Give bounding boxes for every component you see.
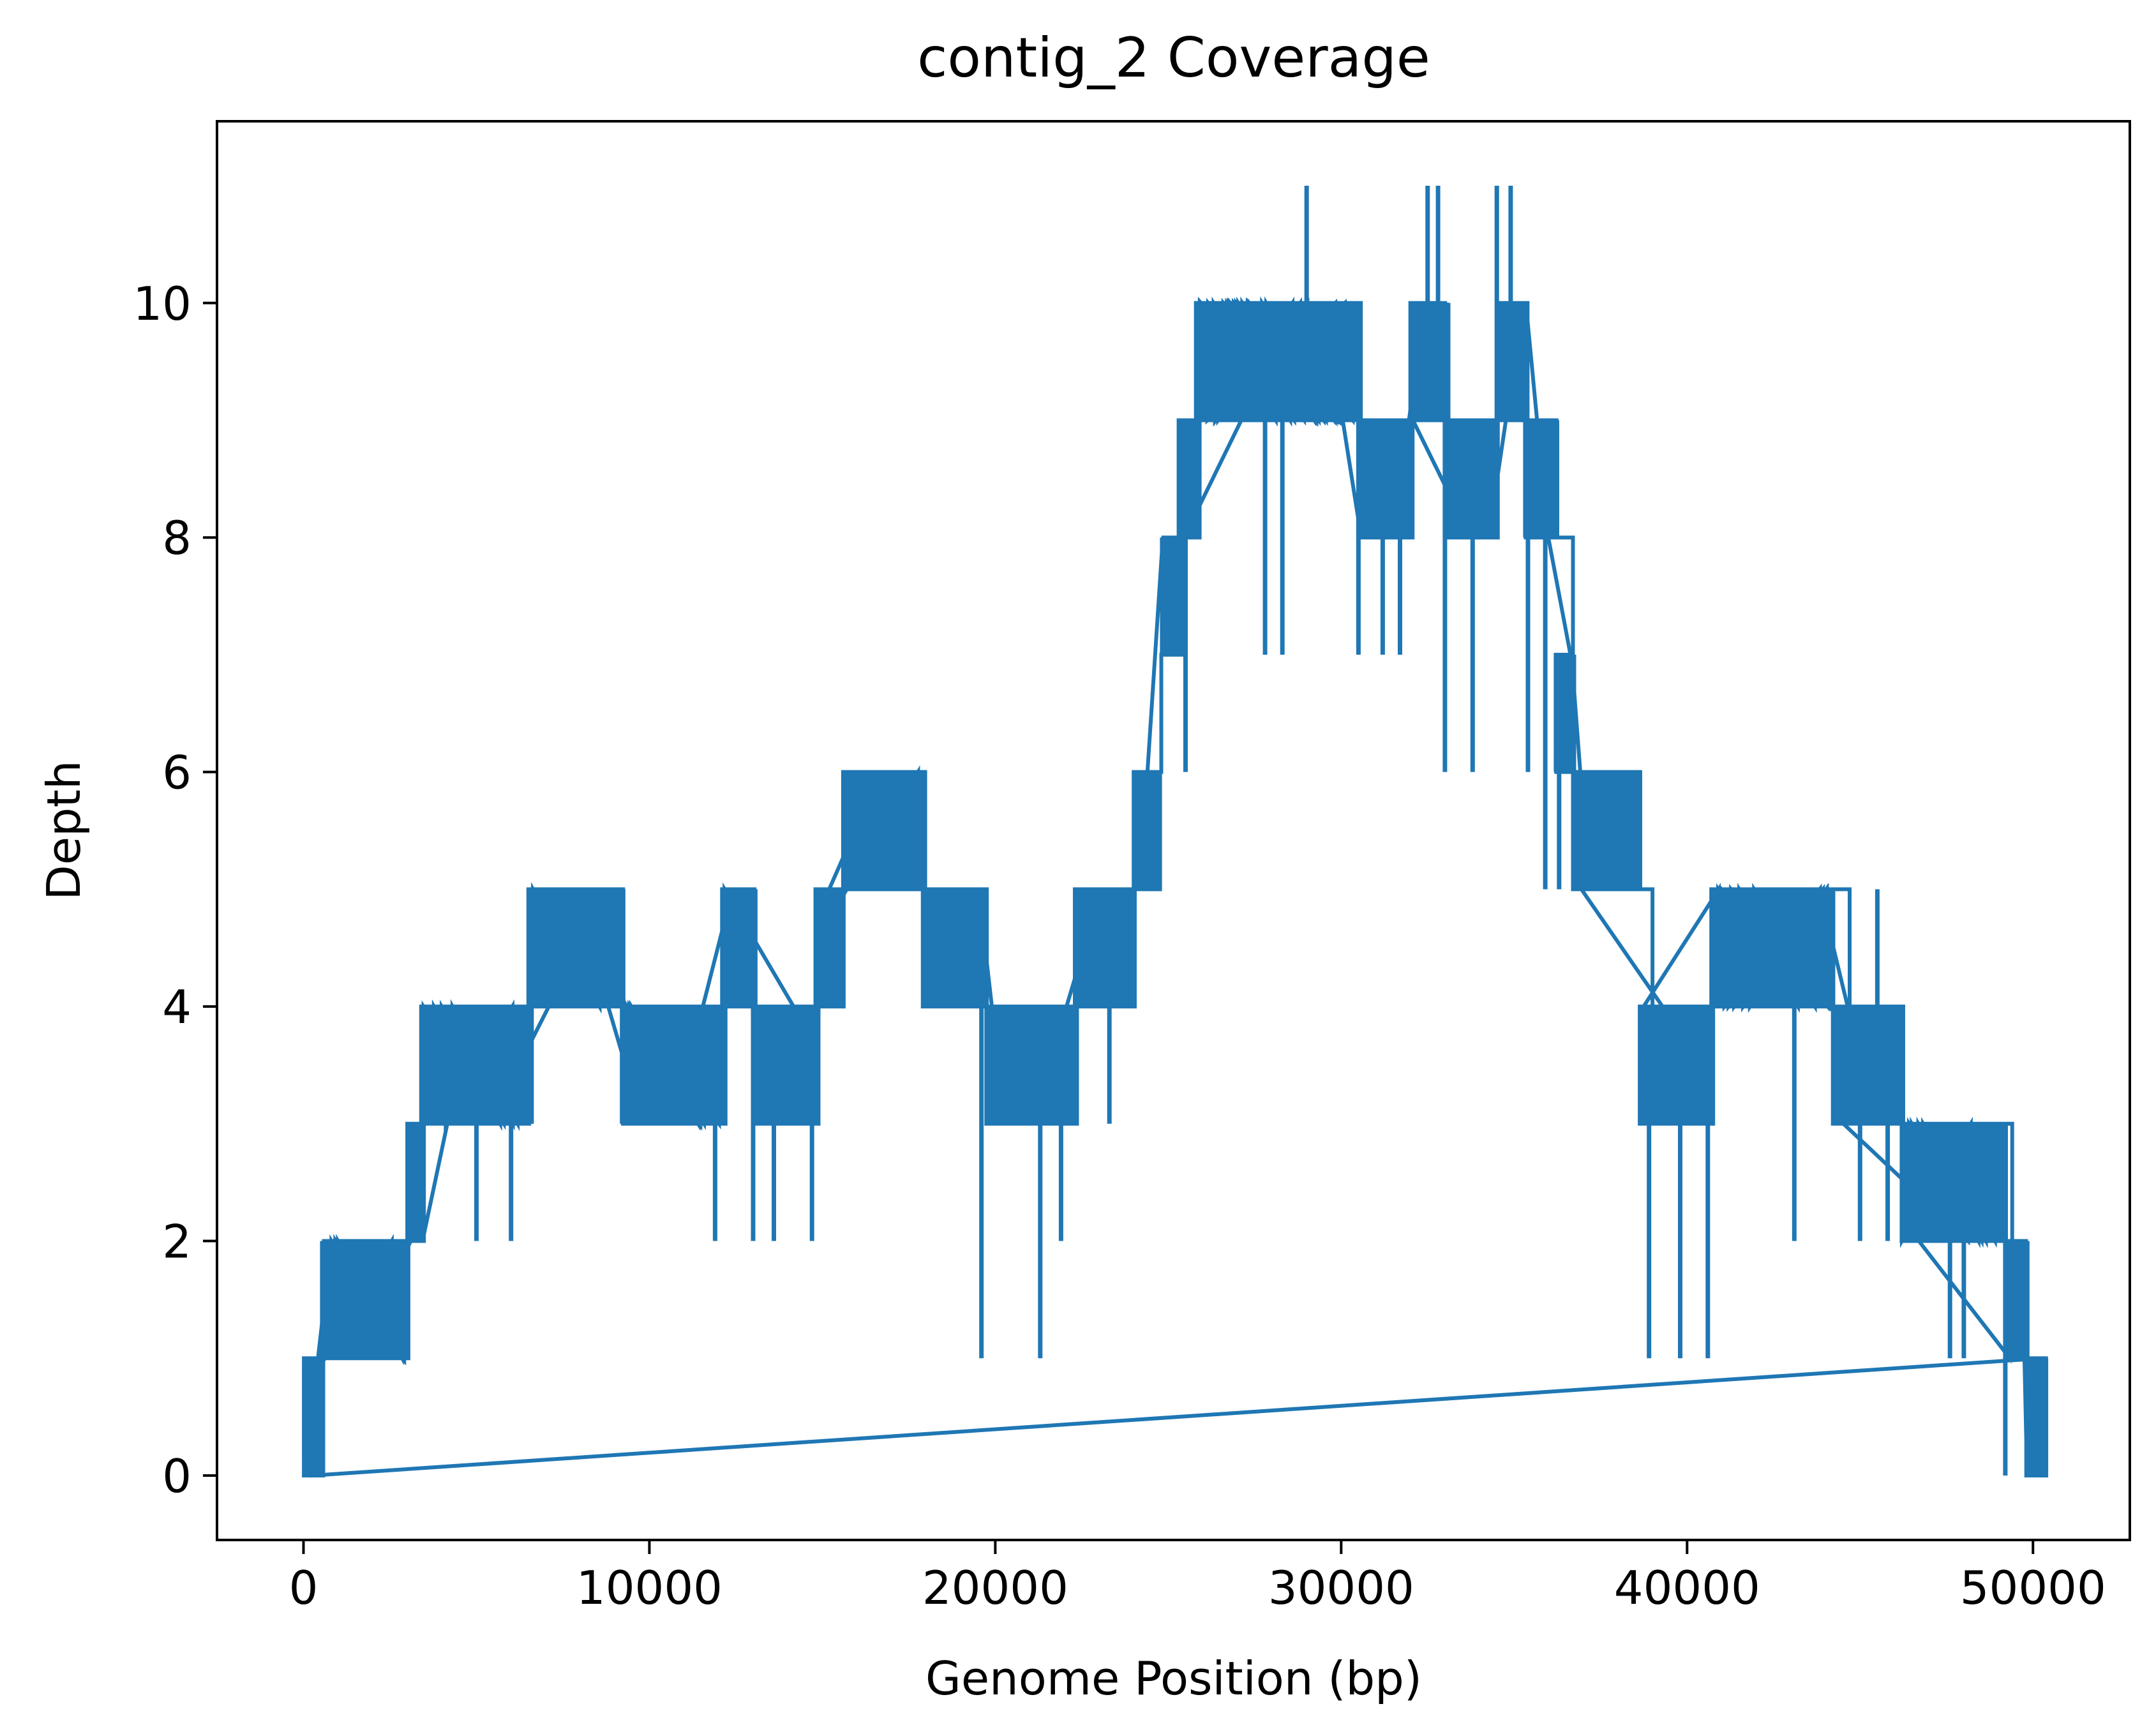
y-tick-label: 4 [162, 980, 191, 1034]
coverage-band [1555, 654, 1573, 772]
y-axis-label: Depth [37, 760, 91, 900]
y-tick-label: 0 [162, 1449, 191, 1503]
y-tick-label: 8 [162, 511, 191, 565]
y-tick-label: 10 [133, 277, 191, 331]
coverage-band [2005, 1241, 2026, 1359]
coverage-band [1358, 420, 1411, 538]
x-tick-label: 30000 [1268, 1561, 1414, 1615]
x-tick-label: 10000 [576, 1561, 722, 1615]
coverage-band [1573, 772, 1639, 890]
coverage-band [1638, 1006, 1712, 1124]
x-tick-label: 50000 [1960, 1561, 2106, 1615]
coverage-band [1075, 889, 1134, 1007]
coverage-band [2026, 1358, 2044, 1476]
coverage-band [528, 889, 622, 1007]
coverage-band [722, 889, 754, 1007]
x-tick-label: 20000 [922, 1561, 1068, 1615]
coverage-band [985, 1006, 1047, 1124]
coverage-band [1134, 772, 1162, 890]
coverage-band [622, 1006, 722, 1124]
coverage-band [1444, 420, 1497, 538]
coverage-band [842, 772, 923, 890]
coverage-band [815, 889, 843, 1007]
coverage-band [1497, 303, 1525, 421]
coverage-band [1832, 1006, 1902, 1124]
coverage-band [1178, 420, 1196, 538]
coverage-band [1047, 1006, 1075, 1124]
x-tick-label: 0 [289, 1561, 318, 1615]
coverage-band [1195, 303, 1359, 421]
x-tick-label: 40000 [1614, 1561, 1760, 1615]
coverage-band [1711, 889, 1832, 1007]
y-tick-label: 2 [162, 1215, 191, 1269]
coverage-band [1901, 1123, 2005, 1241]
coverage-band [922, 889, 985, 1007]
coverage-band [1161, 537, 1179, 655]
coverage-band [303, 1358, 321, 1476]
y-tick-label: 6 [162, 746, 191, 800]
plot-area [302, 186, 2049, 1478]
coverage-band [753, 1006, 816, 1124]
chart-title: contig_2 Coverage [917, 26, 1430, 90]
x-axis-ticks: 0 10000 20000 30000 40000 50000 [289, 1540, 2106, 1615]
coverage-series [302, 186, 2049, 1478]
y-axis-ticks: 0 2 4 6 8 10 [133, 277, 217, 1503]
axes-frame [216, 120, 2131, 1541]
coverage-band [407, 1123, 421, 1241]
coverage-band [1410, 303, 1445, 421]
coverage-band [1524, 420, 1556, 538]
x-axis-label: Genome Position (bp) [925, 1652, 1422, 1705]
coverage-band [320, 1241, 408, 1359]
coverage-band [421, 1006, 528, 1124]
